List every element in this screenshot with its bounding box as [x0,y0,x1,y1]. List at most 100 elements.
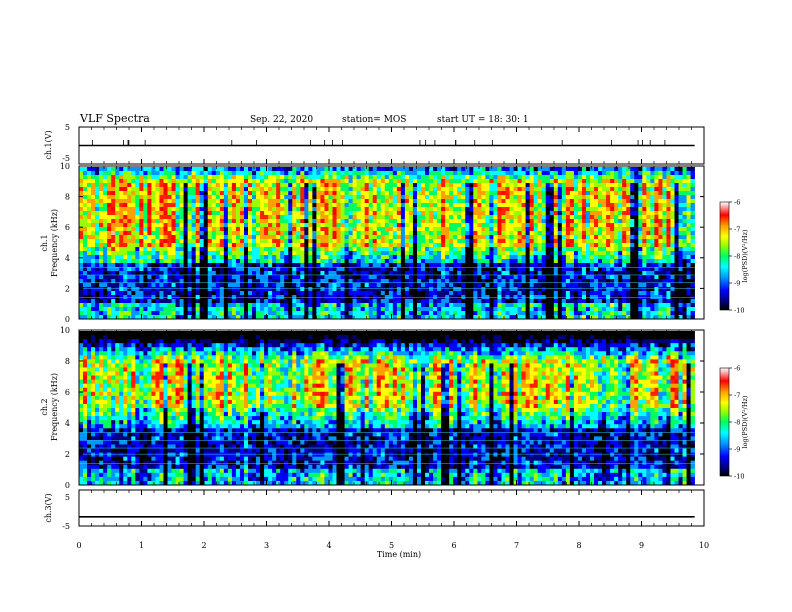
spectrogram-cell [131,179,136,184]
spectrogram-cell [99,203,104,208]
spectrogram-cell [573,299,579,304]
spectrogram-cell [465,231,470,236]
spectrogram-cell [328,227,333,232]
spectrogram-cell [441,299,446,304]
spectrogram-cell [151,223,156,228]
spectrogram-cell [223,251,229,256]
spectrogram-cell [561,279,567,284]
spectrogram-cell [316,263,321,268]
spectrogram-cell [509,223,514,228]
spectrogram-cell [501,187,506,192]
spectrogram-cell [248,275,253,280]
spectrogram-cell [340,219,345,224]
spectrogram-cell [103,187,108,192]
spectrogram-cell [223,231,229,236]
spectrogram-cell [493,239,498,244]
spectrogram-cell [453,275,458,280]
spectrogram-cell [115,199,120,204]
spectrogram-cell [581,211,587,216]
spectrogram-cell [115,227,120,232]
spectrogram-cell [392,303,398,308]
spectrogram-cell [119,199,124,204]
spectrogram-cell [485,275,490,280]
spectrogram-cell [348,235,353,240]
spectrogram-cell [324,179,329,184]
spectrogram-cell [489,279,494,284]
spectrogram-cell [521,187,526,192]
spectrogram-cell [469,291,474,296]
spectrogram-cell [183,211,188,216]
spectrogram-cell [131,243,136,248]
spectrogram-cell [577,307,583,312]
spectrogram-cell [513,275,518,280]
spectrogram-cell [239,211,245,216]
spectrogram-cell [316,287,321,292]
spectrogram-cell [288,203,293,208]
spectrogram-cell [429,215,434,220]
spectrogram-cell [167,283,172,288]
spectrogram-cell [517,191,522,196]
spectrogram-cell [187,227,192,232]
spectrogram-cell [477,283,482,288]
spectrogram-cell [577,195,583,200]
spectrogram-cell [340,187,345,192]
spectrogram-cell [300,219,305,224]
spectrogram-cell [131,219,136,224]
spectrogram-cell [569,307,575,312]
spectrogram-cell [284,239,289,244]
spectrogram-cell [594,223,599,228]
spectrogram-cell [537,199,543,204]
spectrogram-cell [477,203,482,208]
spectrogram-cell [412,251,418,256]
spectrogram-cell [99,243,104,248]
spectrogram-cell [300,267,305,272]
spectrogram-cell [561,259,567,264]
spectrogram-cell [360,207,365,212]
spectrogram-cell [360,303,365,308]
spectrogram-cell [252,267,257,272]
spectrogram-cell [517,279,522,284]
spectrogram-cell [505,215,510,220]
spectrogram-cell [521,219,526,224]
spectrogram-cell [328,179,333,184]
spectrogram-cell [316,191,321,196]
spectrogram-cell [573,263,579,268]
spectrogram-cell [167,307,172,312]
spectrogram-cell [239,311,245,316]
spectrogram-cell [264,199,269,204]
spectrogram-cell [505,299,510,304]
spectrogram-cell [445,231,450,236]
spectrogram-cell [187,171,192,176]
spectrogram-cell [344,187,349,192]
spectrogram-cell [288,303,293,308]
spectrogram-cell [497,247,502,252]
spectrogram-cell [372,203,378,208]
spectrogram-cell [127,203,132,208]
spectrogram-cell [513,199,518,204]
spectrogram-cell [167,167,172,172]
spectrogram-cell [231,191,237,196]
spectrogram-cell [123,291,128,296]
spectrogram-cell [489,167,494,172]
spectrogram-cell [223,235,229,240]
spectrogram-cell [485,171,490,176]
spectrogram-cell [557,311,563,316]
spectrogram-cell [296,179,301,184]
spectrogram-cell [296,231,301,236]
spectrogram-cell [573,271,579,276]
spectrogram-cell [272,247,277,252]
spectrogram-cell [147,271,152,276]
spectrogram-cell [179,287,184,292]
spectrogram-cell [83,247,88,252]
spectrogram-cell [565,195,571,200]
spectrogram-cell [485,315,490,320]
spectrogram-cell [489,203,494,208]
spectrogram-cell [517,227,522,232]
spectrogram-cell [465,307,470,312]
spectrogram-cell [441,195,446,200]
spectrogram-cell [83,231,88,236]
spectrogram-cell [360,195,365,200]
spectrogram-cell [83,211,88,216]
spectrogram-cell [445,199,450,204]
